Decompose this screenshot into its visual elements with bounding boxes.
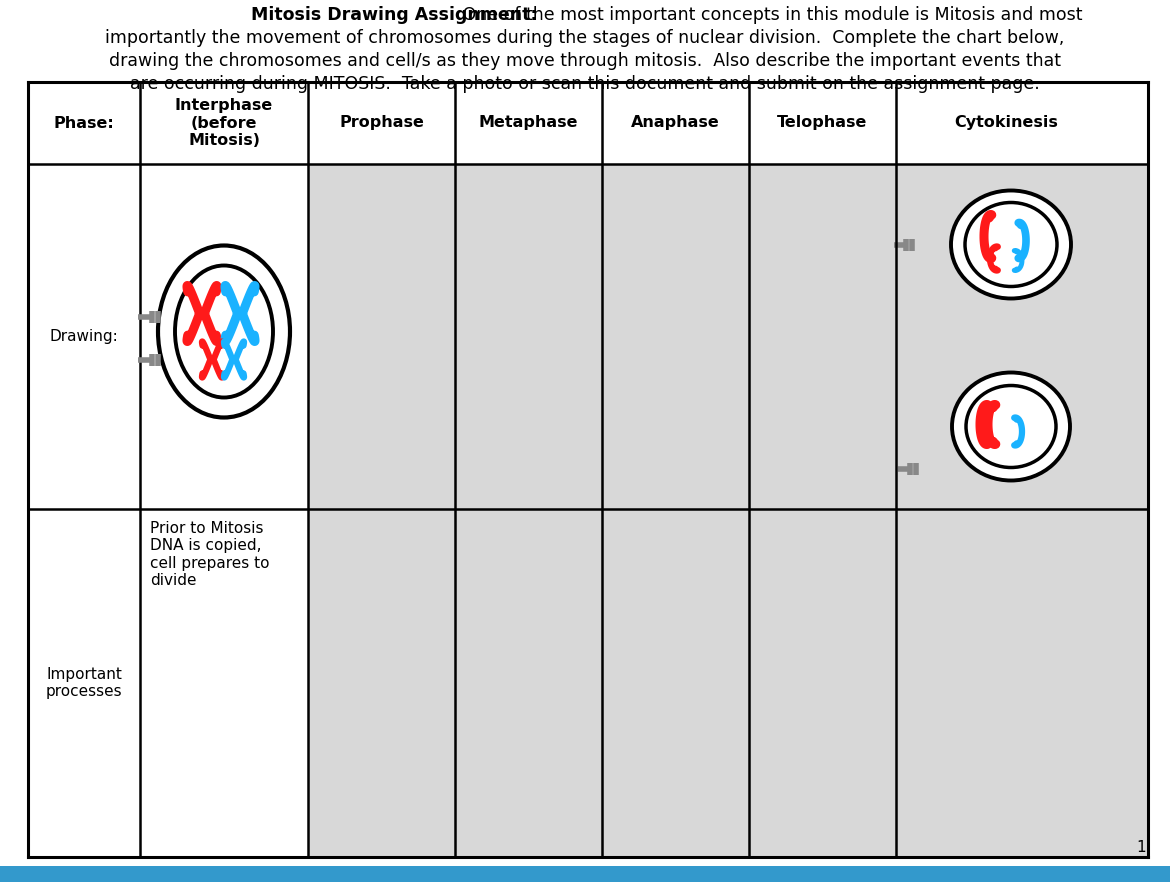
Text: Interphase
(before
Mitosis): Interphase (before Mitosis) [174, 98, 273, 148]
Text: importantly the movement of chromosomes during the stages of nuclear division.  : importantly the movement of chromosomes … [105, 29, 1065, 47]
Bar [28, 82, 1148, 857]
Text: Prior to Mitosis
DNA is copied,
cell prepares to
divide: Prior to Mitosis DNA is copied, cell pre… [150, 521, 269, 588]
Ellipse shape [966, 385, 1057, 467]
Text: One of the most important concepts in this module is Mitosis and most: One of the most important concepts in th… [456, 6, 1082, 24]
Bar [28, 164, 140, 509]
Ellipse shape [176, 265, 273, 398]
Ellipse shape [951, 191, 1071, 298]
Text: Metaphase: Metaphase [479, 116, 578, 131]
Text: Telophase: Telophase [777, 116, 868, 131]
Ellipse shape [965, 203, 1057, 287]
Text: Prophase: Prophase [339, 116, 424, 131]
Ellipse shape [952, 372, 1071, 481]
Bar [140, 509, 308, 857]
Bar [28, 82, 1148, 164]
Text: Phase:: Phase: [54, 116, 115, 131]
Text: Cytokinesis: Cytokinesis [954, 116, 1058, 131]
Text: Anaphase: Anaphase [631, 116, 720, 131]
Text: Important
processes: Important processes [46, 667, 123, 699]
Bar [28, 509, 140, 857]
Text: drawing the chromosomes and cell/s as they move through mitosis.  Also describe : drawing the chromosomes and cell/s as th… [109, 52, 1061, 70]
Text: 1: 1 [1136, 840, 1145, 855]
Ellipse shape [158, 245, 290, 417]
Text: are occurring during MITOSIS.  Take a photo or scan this document and submit on : are occurring during MITOSIS. Take a pho… [130, 75, 1040, 93]
Text: Mitosis Drawing Assignment:: Mitosis Drawing Assignment: [252, 6, 538, 24]
Bar [140, 164, 308, 509]
Bar [0, 866, 1170, 882]
Text: Drawing:: Drawing: [49, 329, 118, 344]
